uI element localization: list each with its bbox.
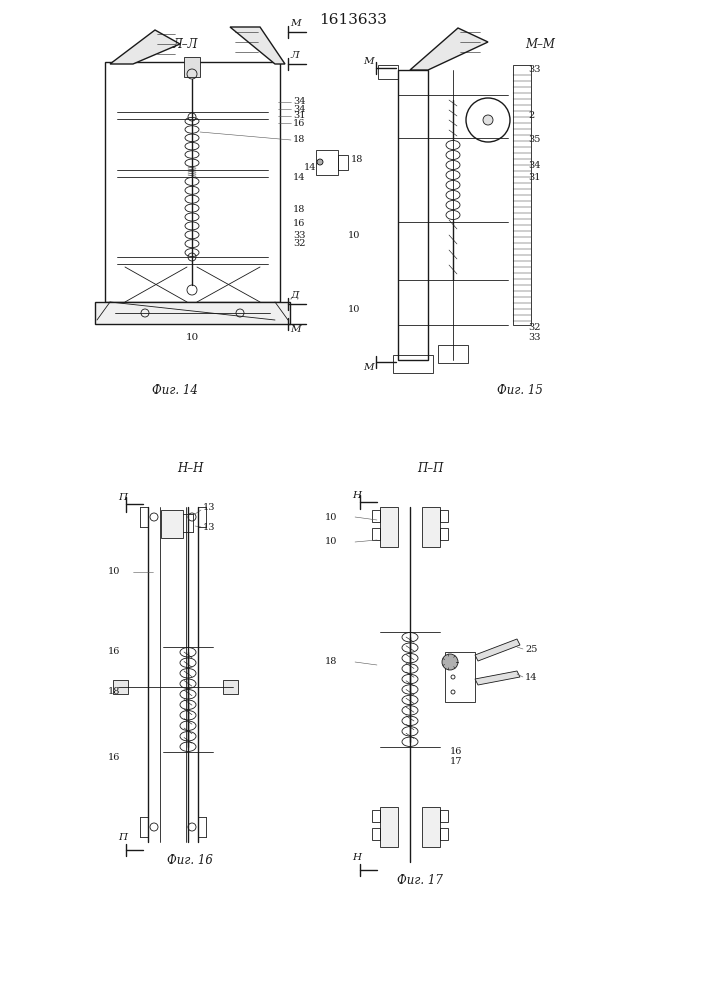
Text: 33: 33 <box>528 334 540 342</box>
Text: 17: 17 <box>450 758 462 766</box>
Text: Фиг. 17: Фиг. 17 <box>397 874 443 886</box>
Bar <box>440 510 448 522</box>
Text: Фиг. 15: Фиг. 15 <box>497 383 543 396</box>
Text: 16: 16 <box>293 118 305 127</box>
Text: 10: 10 <box>325 538 337 546</box>
Text: 18: 18 <box>293 135 305 144</box>
Bar <box>223 680 238 694</box>
Bar <box>316 150 338 175</box>
Text: М: М <box>363 57 373 66</box>
Text: 16: 16 <box>450 748 462 756</box>
Bar <box>372 528 380 540</box>
Polygon shape <box>475 671 520 685</box>
Bar <box>113 680 128 694</box>
Text: 10: 10 <box>185 332 199 342</box>
Bar <box>95 302 290 324</box>
Bar <box>184 57 200 77</box>
Bar <box>380 507 398 547</box>
Text: 18: 18 <box>108 688 120 696</box>
Text: 13: 13 <box>203 502 216 512</box>
Text: 14: 14 <box>293 174 305 182</box>
Text: Л: Л <box>290 50 298 60</box>
Text: 10: 10 <box>348 306 361 314</box>
Text: 25: 25 <box>525 645 537 654</box>
Polygon shape <box>110 30 180 64</box>
Text: 16: 16 <box>108 752 120 762</box>
Text: П–П: П–П <box>417 462 443 475</box>
Bar <box>440 528 448 540</box>
Text: 32: 32 <box>528 324 540 332</box>
Text: 34: 34 <box>293 98 305 106</box>
Bar <box>513 65 531 325</box>
Polygon shape <box>475 639 520 661</box>
Text: 18: 18 <box>325 658 337 666</box>
Bar <box>422 807 440 847</box>
Bar <box>378 65 398 79</box>
Text: 31: 31 <box>293 111 305 120</box>
Bar <box>338 155 348 170</box>
Bar <box>438 345 468 363</box>
Bar <box>372 510 380 522</box>
Bar <box>398 70 428 360</box>
Text: 10: 10 <box>108 568 120 576</box>
Text: 18: 18 <box>293 206 305 215</box>
Bar <box>393 355 433 373</box>
Polygon shape <box>230 27 285 64</box>
Text: 33: 33 <box>528 66 540 75</box>
Text: М: М <box>363 362 373 371</box>
Text: 31: 31 <box>528 174 540 182</box>
Text: Н: Н <box>352 490 361 499</box>
Text: 32: 32 <box>293 238 305 247</box>
Text: Фиг. 14: Фиг. 14 <box>152 383 198 396</box>
Text: 1613633: 1613633 <box>319 13 387 27</box>
Bar <box>422 507 440 547</box>
Text: 14: 14 <box>304 163 317 172</box>
Bar <box>380 807 398 847</box>
Text: 33: 33 <box>293 231 305 239</box>
Circle shape <box>442 654 458 670</box>
Bar <box>372 828 380 840</box>
Text: 14: 14 <box>525 672 537 682</box>
Text: 34: 34 <box>293 104 305 113</box>
Circle shape <box>317 159 323 165</box>
Text: 2: 2 <box>528 110 534 119</box>
Text: 13: 13 <box>203 522 216 532</box>
Text: 35: 35 <box>528 135 540 144</box>
Text: Н: Н <box>352 852 361 861</box>
Text: М: М <box>290 326 300 334</box>
Text: 34: 34 <box>528 160 540 169</box>
Text: 10: 10 <box>325 512 337 522</box>
Text: П: П <box>118 492 127 502</box>
Text: П: П <box>118 832 127 842</box>
Polygon shape <box>410 28 488 70</box>
Bar <box>372 810 380 822</box>
Text: М: М <box>290 19 300 28</box>
Text: 10: 10 <box>348 231 361 239</box>
Bar <box>161 510 183 538</box>
Text: 16: 16 <box>108 648 120 656</box>
Text: М–М: М–М <box>525 38 555 51</box>
Text: 16: 16 <box>293 220 305 229</box>
Bar <box>445 652 475 702</box>
Text: Л–Л: Л–Л <box>173 38 198 51</box>
Text: Д: Д <box>290 290 298 300</box>
Circle shape <box>483 115 493 125</box>
Bar <box>105 62 280 302</box>
Bar <box>440 828 448 840</box>
Text: Фиг. 16: Фиг. 16 <box>167 854 213 866</box>
Text: Н–Н: Н–Н <box>177 462 203 475</box>
Text: 18: 18 <box>351 155 363 164</box>
Bar <box>440 810 448 822</box>
